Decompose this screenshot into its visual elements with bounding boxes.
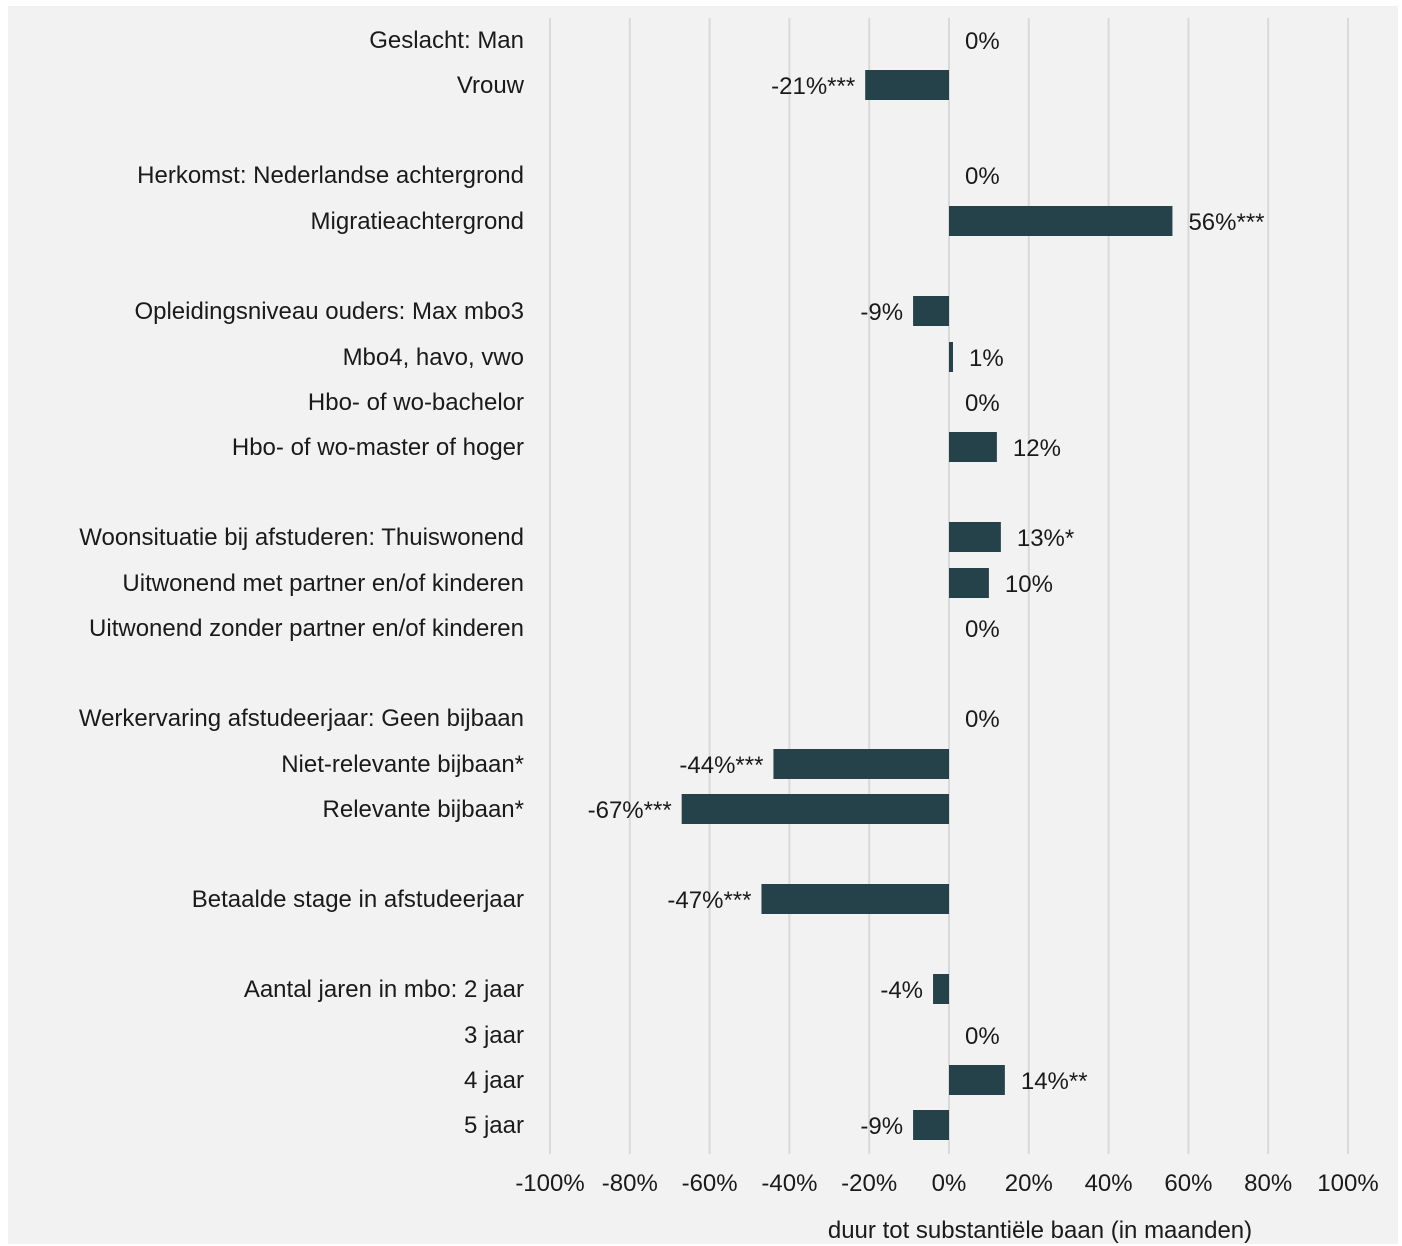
value-label-3: 56%***: [1188, 209, 1264, 236]
x-tick-label-2: -60%: [682, 1170, 738, 1197]
value-label-6: 0%: [965, 390, 1000, 417]
x-tick-label-8: 60%: [1164, 1170, 1212, 1197]
value-label-12: -44%***: [679, 752, 763, 779]
category-label-0: Geslacht: Man: [369, 27, 524, 54]
value-label-10: 0%: [965, 616, 1000, 643]
x-tick-label-6: 20%: [1005, 1170, 1053, 1197]
x-tick-label-3: -40%: [761, 1170, 817, 1197]
x-axis-ticks: -100% -80% -60% -40% -20% 0% 20% 40% 60% 80% 100%: [515, 1170, 1378, 1197]
bar-17: [949, 1065, 1005, 1095]
value-label-5: 1%: [969, 345, 1004, 372]
category-label-5: Mbo4, havo, vwo: [343, 344, 524, 371]
chart-frame: Geslacht: Man Vrouw Herkomst: Nederlandse …: [8, 6, 1398, 1244]
category-label-3: Migratieachtergrond: [311, 208, 524, 235]
category-label-6: Hbo- of wo-bachelor: [308, 389, 524, 416]
value-label-16: 0%: [965, 1023, 1000, 1050]
value-label-2: 0%: [965, 163, 1000, 190]
bar-14: [761, 884, 949, 914]
x-tick-label-1: -80%: [602, 1170, 658, 1197]
x-tick-label-9: 80%: [1244, 1170, 1292, 1197]
category-label-1: Vrouw: [457, 72, 525, 99]
category-label-9: Uitwonend met partner en/of kinderen: [122, 570, 524, 597]
value-label-0: 0%: [965, 28, 1000, 55]
value-labels: 0%-21%***0%56%***-9%1%0%12%13%*10%0%0%-4…: [588, 28, 1265, 1140]
x-tick-label-0: -100%: [515, 1170, 584, 1197]
bars: [681, 70, 1173, 1140]
value-label-1: -21%***: [771, 73, 855, 100]
x-tick-label-7: 40%: [1085, 1170, 1133, 1197]
category-label-2: Herkomst: Nederlandse achtergrond: [137, 162, 524, 189]
category-label-14: Betaalde stage in afstudeerjaar: [192, 886, 524, 913]
bar-5: [949, 342, 953, 372]
category-label-12: Niet-relevante bijbaan*: [281, 751, 524, 778]
value-label-14: -47%***: [667, 887, 751, 914]
bar-4: [913, 296, 949, 326]
bar-3: [949, 206, 1173, 236]
bar-1: [865, 70, 949, 100]
bar-8: [949, 522, 1001, 552]
value-label-9: 10%: [1005, 571, 1053, 598]
value-label-7: 12%: [1013, 435, 1061, 462]
value-label-8: 13%*: [1017, 525, 1074, 552]
bar-12: [773, 749, 949, 779]
category-label-17: 4 jaar: [464, 1067, 524, 1094]
category-label-15: Aantal jaren in mbo: 2 jaar: [244, 976, 524, 1003]
bar-chart: Geslacht: Man Vrouw Herkomst: Nederlandse …: [79, 18, 1379, 1244]
category-label-10: Uitwonend zonder partner en/of kinderen: [89, 615, 524, 642]
value-label-17: 14%**: [1021, 1068, 1088, 1095]
category-label-13: Relevante bijbaan*: [323, 796, 524, 823]
value-label-15: -4%: [880, 977, 923, 1004]
category-label-8: Woonsituatie bij afstuderen: Thuiswonend: [79, 524, 524, 551]
x-tick-label-5: 0%: [932, 1170, 967, 1197]
x-tick-label-4: -20%: [841, 1170, 897, 1197]
category-label-16: 3 jaar: [464, 1022, 524, 1049]
value-label-11: 0%: [965, 706, 1000, 733]
value-label-13: -67%***: [588, 797, 672, 824]
bar-9: [949, 568, 989, 598]
category-label-4: Opleidingsniveau ouders: Max mbo3: [134, 298, 524, 325]
category-label-7: Hbo- of wo-master of hoger: [232, 434, 524, 461]
bar-15: [933, 974, 949, 1004]
x-axis-title: duur tot substantiële baan (in maanden): [828, 1217, 1252, 1244]
bar-18: [913, 1110, 949, 1140]
value-label-18: -9%: [860, 1113, 903, 1140]
bar-13: [681, 794, 949, 824]
category-labels: Geslacht: Man Vrouw Herkomst: Nederlandse …: [79, 27, 525, 1139]
value-label-4: -9%: [860, 299, 903, 326]
bar-7: [949, 432, 997, 462]
category-label-18: 5 jaar: [464, 1112, 524, 1139]
category-label-11: Werkervaring afstudeerjaar: Geen bijbaan: [79, 705, 524, 732]
x-tick-label-10: 100%: [1317, 1170, 1378, 1197]
